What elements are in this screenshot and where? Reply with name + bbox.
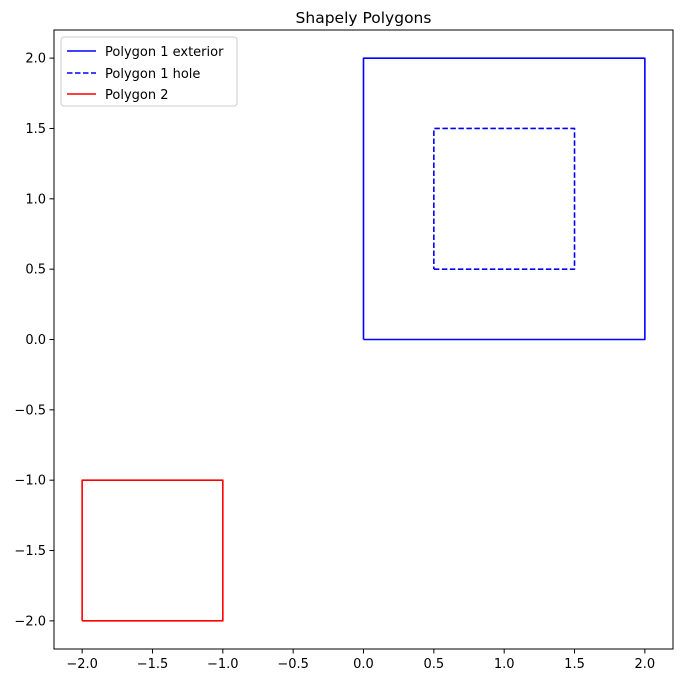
x-tick-label: 0.0	[353, 657, 374, 672]
series-line-polygon-2	[81, 479, 224, 622]
y-axis: 2.0 1.5 1.0 0.5 0.0 −0.5 −1.0 −1.5 −2.0	[14, 52, 54, 629]
y-tick-label: 1.5	[25, 122, 46, 137]
x-axis: −2.0 −1.5 −1.0 −0.5 0.0 0.5 1.0 1.5 2.0	[66, 649, 655, 672]
x-tick-label: 2.0	[635, 657, 656, 672]
x-tick-label: 1.0	[494, 657, 515, 672]
legend-label-polygon-1-exterior: Polygon 1 exterior	[105, 45, 224, 60]
series-line-polygon-1-hole	[433, 127, 576, 270]
x-tick-label: −2.0	[66, 657, 98, 672]
y-tick-label: −2.0	[14, 614, 46, 629]
y-tick-label: 0.5	[25, 263, 46, 278]
legend: Polygon 1 exterior Polygon 1 hole Polygo…	[60, 36, 238, 107]
chart-title: Shapely Polygons	[296, 9, 432, 27]
y-tick-label: −1.0	[14, 474, 46, 489]
x-tick-label: 0.5	[423, 657, 444, 672]
legend-label-polygon-2: Polygon 2	[105, 88, 168, 103]
y-tick-label: 2.0	[25, 52, 46, 67]
x-tick-label: −1.5	[137, 657, 169, 672]
series-line-polygon-1-exterior	[362, 57, 646, 341]
plot-area	[81, 57, 646, 622]
x-tick-label: −0.5	[277, 657, 309, 672]
y-tick-label: −0.5	[14, 403, 46, 418]
x-tick-label: −1.0	[207, 657, 239, 672]
y-tick-label: 1.0	[25, 192, 46, 207]
y-tick-label: 0.0	[25, 333, 46, 348]
legend-box	[60, 36, 238, 107]
x-tick-label: 1.5	[564, 657, 585, 672]
y-tick-label: −1.5	[14, 544, 46, 559]
legend-label-polygon-1-hole: Polygon 1 hole	[105, 67, 200, 82]
